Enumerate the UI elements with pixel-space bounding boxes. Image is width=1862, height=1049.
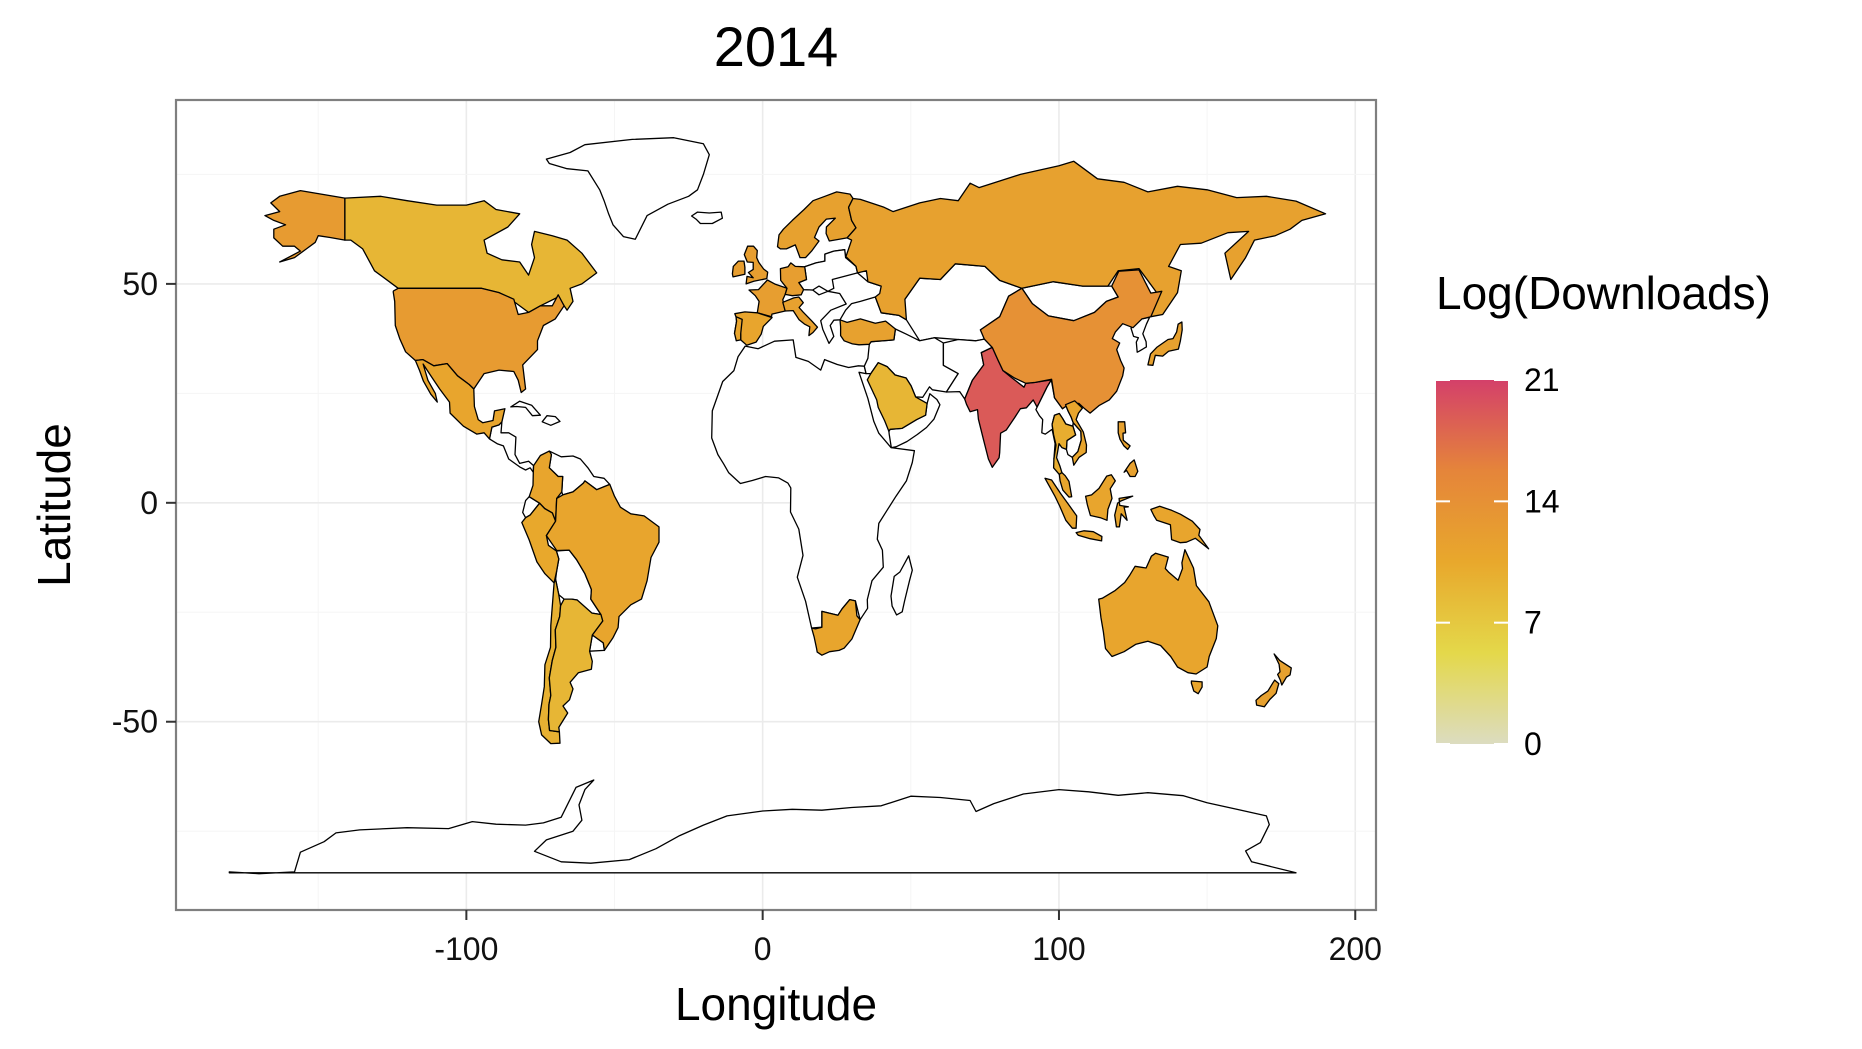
y-tick-label: -50 — [112, 704, 158, 740]
region-japan — [1147, 321, 1183, 366]
legend-break-label: 14 — [1524, 483, 1560, 519]
region-saudi-arabia — [866, 362, 928, 433]
y-axis-title: Latitude — [28, 423, 80, 587]
region-new-zealand — [1273, 653, 1292, 686]
legend-ticks: 0 7 14 21 — [1436, 362, 1560, 762]
region-greenland — [545, 137, 710, 240]
legend-colorbar — [1436, 380, 1508, 744]
country-polygons — [228, 137, 1327, 875]
region-madagascar — [890, 555, 913, 616]
x-tick-label: -100 — [434, 931, 498, 967]
region-new-zealand-south — [1255, 679, 1280, 708]
region-scandinavia — [776, 191, 857, 259]
region-new-guinea — [1150, 505, 1210, 550]
x-axis: -100 0 100 200 — [434, 910, 1382, 967]
region-united-kingdom — [743, 245, 769, 285]
region-borneo — [1084, 474, 1116, 521]
x-tick-label: 0 — [754, 931, 772, 967]
region-australia — [1098, 549, 1219, 675]
region-philippines — [1117, 421, 1131, 451]
region-mindanao — [1123, 459, 1139, 478]
x-tick-label: 100 — [1032, 931, 1085, 967]
region-africa — [711, 339, 916, 629]
region-cuba — [510, 400, 542, 417]
y-tick-label: 50 — [122, 266, 158, 302]
region-alaska — [264, 189, 346, 263]
region-iceland — [690, 211, 724, 225]
panel-border — [174, 98, 1378, 912]
region-thailand — [1051, 412, 1077, 476]
legend-break-label: 7 — [1524, 605, 1542, 641]
legend-break-label: 0 — [1524, 726, 1542, 762]
region-mexico — [414, 358, 506, 440]
region-russia — [844, 160, 1327, 321]
region-united-states — [392, 287, 565, 394]
region-tasmania — [1190, 680, 1203, 695]
region-vietnam — [1064, 400, 1088, 466]
region-antarctica — [228, 779, 1297, 875]
y-axis: -50 0 50 — [112, 266, 176, 740]
region-java — [1075, 530, 1103, 542]
region-china — [979, 269, 1163, 414]
region-malaysia — [1058, 471, 1073, 498]
region-indonesia — [1044, 477, 1078, 529]
y-tick-label: 0 — [140, 485, 158, 521]
region-germany — [779, 262, 808, 297]
region-sulawesi — [1114, 495, 1134, 528]
legend-break-label: 21 — [1524, 362, 1560, 398]
x-axis-title: Longitude — [675, 978, 877, 1030]
region-ireland — [731, 260, 746, 278]
region-south-africa — [810, 598, 861, 656]
region-portugal — [733, 316, 743, 342]
region-brazil — [545, 480, 660, 652]
region-italy — [782, 296, 819, 337]
region-hispaniola — [541, 415, 561, 426]
region-peru — [521, 502, 560, 584]
plot-panel — [174, 98, 1378, 912]
legend: Log(Downloads) 0 7 14 21 — [1436, 267, 1771, 762]
region-argentina — [547, 598, 604, 733]
x-tick-label: 200 — [1329, 931, 1382, 967]
region-turkey — [839, 318, 897, 346]
chart-title: 2014 — [714, 15, 839, 78]
legend-title: Log(Downloads) — [1436, 267, 1771, 319]
